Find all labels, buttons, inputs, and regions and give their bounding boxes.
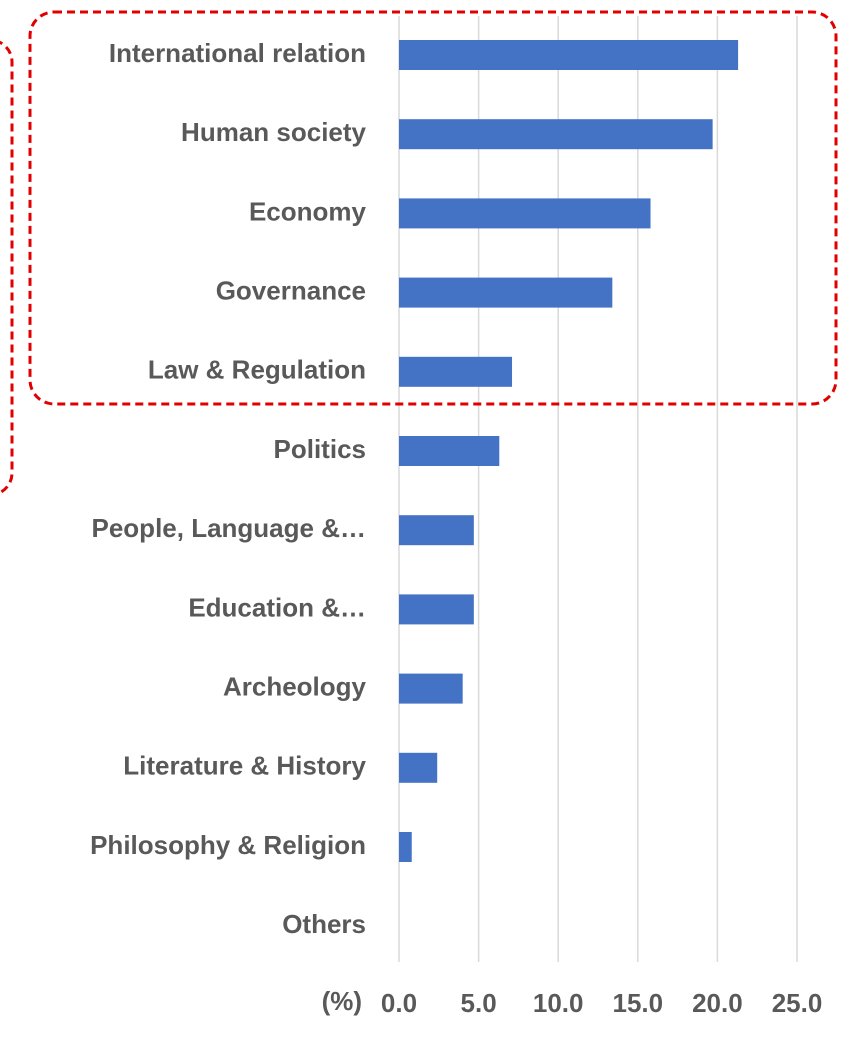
y-tick-label: Archeology bbox=[223, 671, 367, 701]
x-tick-label: 20.0 bbox=[692, 988, 743, 1018]
y-tick-label: Law & Regulation bbox=[148, 355, 366, 385]
bar bbox=[399, 832, 412, 862]
y-tick-label: Governance bbox=[216, 275, 366, 305]
bar bbox=[399, 277, 613, 308]
y-tick-label: Literature & History bbox=[123, 751, 366, 781]
x-tick-label: 10.0 bbox=[533, 988, 584, 1018]
y-tick-label: Human society bbox=[181, 117, 366, 147]
x-tick-label: 25.0 bbox=[772, 988, 823, 1018]
y-tick-label: Politics bbox=[274, 434, 366, 464]
bar bbox=[399, 40, 739, 70]
y-tick-label: Others bbox=[282, 909, 366, 939]
bar bbox=[399, 673, 463, 704]
highlight-box bbox=[0, 40, 14, 495]
x-tick-label: 5.0 bbox=[461, 988, 497, 1018]
y-tick-label: Education &… bbox=[188, 592, 366, 622]
y-tick-label: International relation bbox=[109, 38, 366, 68]
bar bbox=[399, 356, 513, 387]
bar bbox=[399, 594, 474, 625]
y-tick-label: Philosophy & Religion bbox=[90, 830, 366, 860]
y-tick-label: Economy bbox=[249, 196, 367, 226]
y-tick-label: People, Language &… bbox=[92, 513, 367, 543]
x-axis-label: (%) bbox=[322, 986, 362, 1016]
bar bbox=[399, 752, 438, 783]
bar bbox=[399, 119, 713, 150]
bar bbox=[399, 436, 500, 466]
bar bbox=[399, 515, 474, 546]
x-tick-label: 15.0 bbox=[612, 988, 663, 1018]
bar bbox=[399, 198, 651, 229]
highlight-box bbox=[28, 10, 838, 406]
x-tick-label: 0.0 bbox=[381, 988, 417, 1018]
